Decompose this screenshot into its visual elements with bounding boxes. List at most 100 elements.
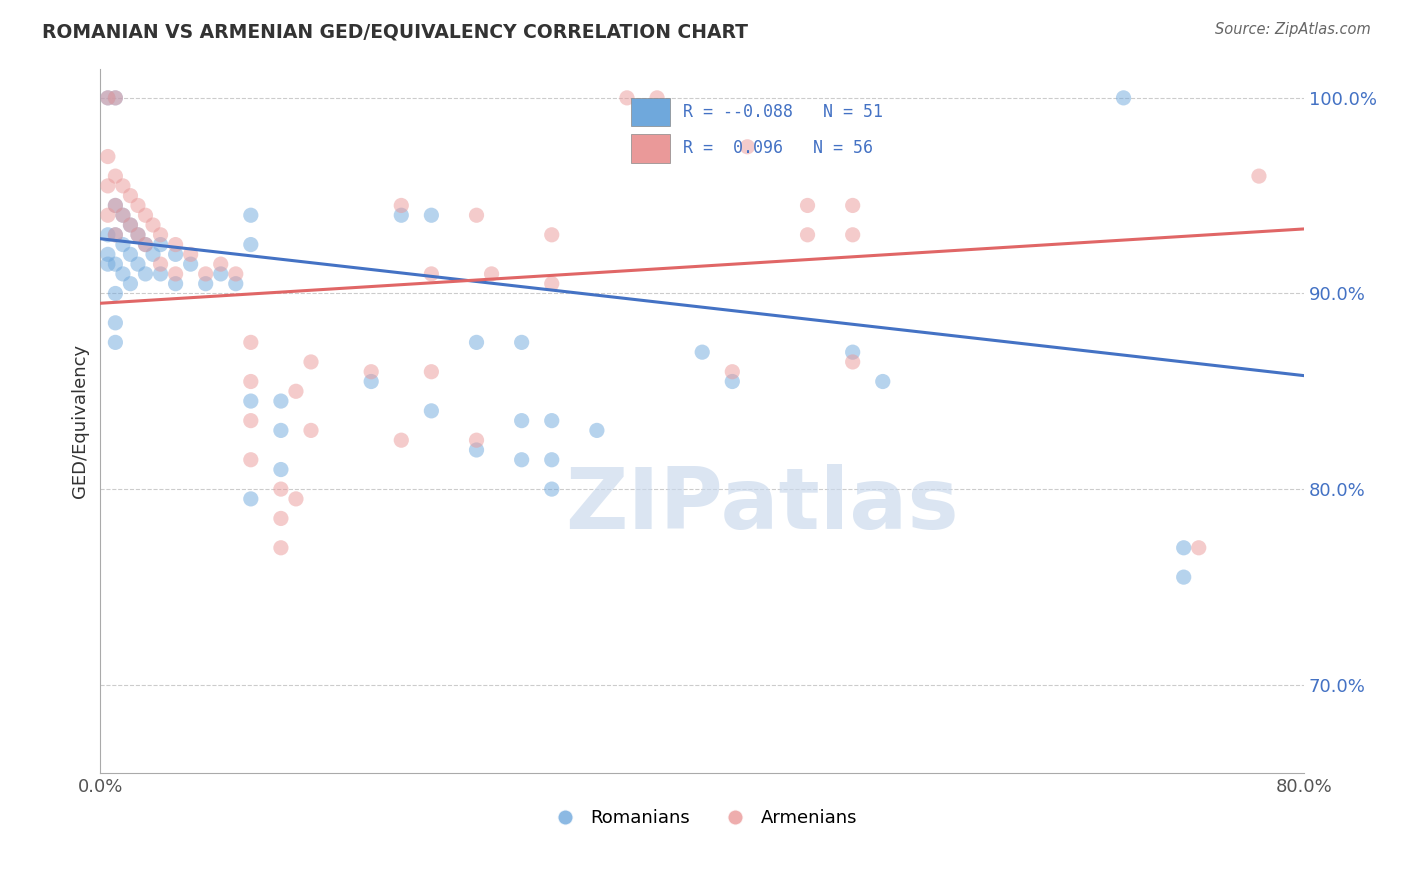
Point bbox=[737, 140, 759, 154]
Point bbox=[120, 188, 142, 202]
Point bbox=[134, 208, 156, 222]
Point bbox=[1112, 91, 1135, 105]
Point bbox=[134, 267, 156, 281]
Point bbox=[645, 91, 668, 105]
Point bbox=[97, 150, 120, 164]
Point bbox=[134, 237, 156, 252]
Point bbox=[540, 414, 562, 428]
Point bbox=[104, 91, 127, 105]
Point bbox=[841, 227, 863, 242]
Point bbox=[284, 491, 307, 506]
Point bbox=[97, 247, 120, 261]
Point bbox=[284, 384, 307, 399]
Point bbox=[299, 424, 322, 438]
Point bbox=[270, 482, 292, 496]
Point bbox=[239, 375, 262, 389]
Point bbox=[721, 365, 744, 379]
Point bbox=[149, 267, 172, 281]
Point bbox=[270, 394, 292, 409]
Point bbox=[239, 394, 262, 409]
Point bbox=[127, 227, 149, 242]
Point bbox=[270, 462, 292, 476]
Point bbox=[194, 267, 217, 281]
Point bbox=[104, 198, 127, 212]
Point bbox=[225, 267, 247, 281]
Point bbox=[180, 247, 202, 261]
Point bbox=[142, 218, 165, 232]
Point bbox=[120, 247, 142, 261]
Point bbox=[104, 227, 127, 242]
Point bbox=[540, 482, 562, 496]
Point bbox=[420, 208, 443, 222]
Point bbox=[134, 237, 156, 252]
Point bbox=[149, 237, 172, 252]
Point bbox=[420, 365, 443, 379]
Point bbox=[165, 277, 187, 291]
Point bbox=[270, 424, 292, 438]
Point bbox=[149, 227, 172, 242]
Point bbox=[796, 227, 818, 242]
Point bbox=[270, 511, 292, 525]
Point bbox=[540, 227, 562, 242]
Point bbox=[97, 91, 120, 105]
Point bbox=[104, 316, 127, 330]
Point bbox=[481, 267, 503, 281]
Text: ZIPatlas: ZIPatlas bbox=[565, 464, 959, 547]
Point bbox=[127, 227, 149, 242]
Point bbox=[239, 414, 262, 428]
Point bbox=[225, 277, 247, 291]
Point bbox=[111, 267, 134, 281]
Point bbox=[149, 257, 172, 271]
Point bbox=[111, 237, 134, 252]
Point bbox=[841, 355, 863, 369]
Legend: Romanians, Armenians: Romanians, Armenians bbox=[540, 802, 865, 834]
Point bbox=[690, 345, 713, 359]
Point bbox=[97, 91, 120, 105]
Point bbox=[111, 178, 134, 193]
Point bbox=[389, 433, 412, 447]
Point bbox=[420, 267, 443, 281]
Point bbox=[142, 247, 165, 261]
Point bbox=[111, 208, 134, 222]
Point bbox=[239, 491, 262, 506]
Point bbox=[872, 375, 894, 389]
Point bbox=[180, 257, 202, 271]
Point bbox=[239, 208, 262, 222]
Point bbox=[1173, 570, 1195, 584]
Point bbox=[465, 208, 488, 222]
Point bbox=[239, 335, 262, 350]
Point bbox=[465, 335, 488, 350]
Point bbox=[389, 208, 412, 222]
Point bbox=[586, 424, 609, 438]
Point bbox=[510, 414, 533, 428]
Point bbox=[97, 208, 120, 222]
Point bbox=[841, 198, 863, 212]
Point bbox=[360, 365, 382, 379]
Point bbox=[540, 277, 562, 291]
Point bbox=[360, 375, 382, 389]
Point bbox=[104, 227, 127, 242]
Point bbox=[1173, 541, 1195, 555]
Y-axis label: GED/Equivalency: GED/Equivalency bbox=[72, 343, 89, 498]
Point bbox=[796, 198, 818, 212]
Point bbox=[111, 208, 134, 222]
Point bbox=[165, 267, 187, 281]
Point bbox=[389, 198, 412, 212]
Point bbox=[510, 452, 533, 467]
Point bbox=[270, 541, 292, 555]
Point bbox=[239, 452, 262, 467]
Point bbox=[465, 433, 488, 447]
Point bbox=[97, 227, 120, 242]
Point bbox=[209, 257, 232, 271]
Point bbox=[104, 257, 127, 271]
Point bbox=[465, 442, 488, 457]
Point bbox=[120, 218, 142, 232]
Point bbox=[841, 345, 863, 359]
Point bbox=[299, 355, 322, 369]
Point bbox=[120, 218, 142, 232]
Point bbox=[104, 335, 127, 350]
Point bbox=[1247, 169, 1270, 183]
Point bbox=[104, 169, 127, 183]
Point bbox=[616, 91, 638, 105]
Point bbox=[209, 267, 232, 281]
